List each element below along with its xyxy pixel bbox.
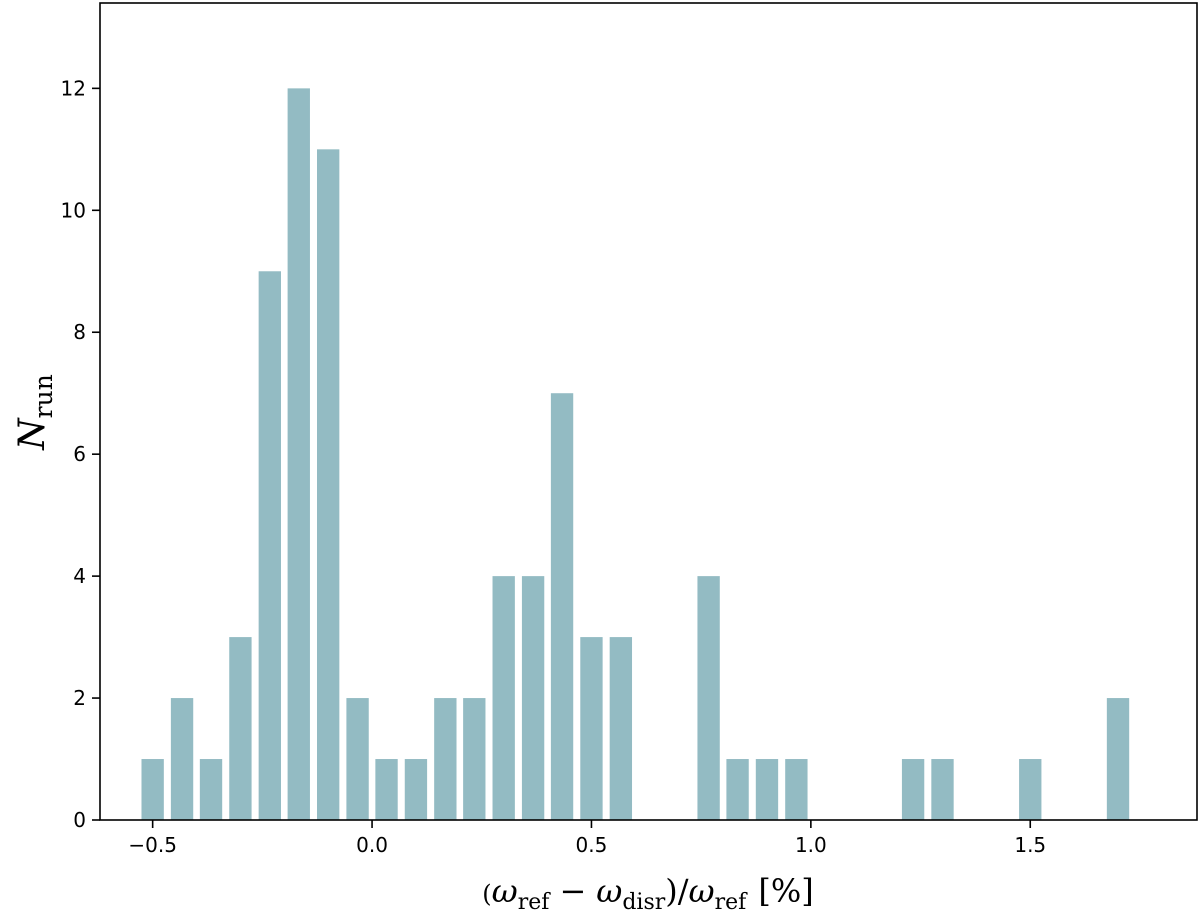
bar <box>375 759 398 820</box>
x-label-minus: − <box>559 872 586 910</box>
bar <box>697 576 720 820</box>
bar <box>609 637 633 820</box>
x-tick-label: 0.5 <box>576 833 608 857</box>
bar <box>141 759 164 820</box>
bar <box>229 637 252 820</box>
bar <box>434 698 457 820</box>
y-axis-label-sub: run <box>29 374 58 418</box>
bar <box>287 88 310 820</box>
x-label-omega-1: ω <box>492 872 518 910</box>
bars-group <box>141 88 1130 820</box>
x-tick-label: −0.5 <box>128 833 177 857</box>
bar <box>1106 698 1130 820</box>
bar <box>404 759 428 820</box>
x-axis-label: (ωref − ωdisr)/ωref [%] <box>482 872 813 915</box>
x-tick-label: 0.0 <box>356 833 388 857</box>
bar <box>199 759 223 820</box>
bar <box>346 698 369 820</box>
y-tick-label: 4 <box>73 564 86 588</box>
y-tick-label: 0 <box>73 808 86 832</box>
y-axis-label: Nrun <box>12 374 58 451</box>
x-label-ref-2: ref <box>715 890 749 915</box>
bar <box>901 759 925 820</box>
x-tick-label: 1.0 <box>795 833 827 857</box>
bar <box>550 393 574 820</box>
y-tick-label: 8 <box>73 320 86 344</box>
bar <box>755 759 779 820</box>
x-label-ref-1: ref <box>518 890 552 915</box>
x-label-paren-open: ( <box>482 880 491 908</box>
x-label-disr: disr <box>622 890 665 915</box>
x-label-close-slash: )/ <box>665 872 688 910</box>
y-tick-label: 10 <box>61 198 86 222</box>
plot-frame <box>99 2 1198 821</box>
bar <box>785 759 808 820</box>
y-tick-label: 6 <box>73 442 86 466</box>
bar <box>463 698 486 820</box>
bar <box>258 271 281 820</box>
bar <box>521 576 545 820</box>
y-tick-label: 12 <box>61 76 86 100</box>
x-label-percent: [%] <box>758 872 813 910</box>
x-axis-ticks: −0.5 0.0 0.5 1.0 1.5 <box>128 820 1046 857</box>
x-label-omega-3: ω <box>689 872 715 910</box>
bar <box>1019 759 1042 820</box>
y-axis-ticks: 0 2 4 6 8 10 12 <box>61 76 100 832</box>
bar <box>492 576 515 820</box>
x-label-omega-2: ω <box>596 872 622 910</box>
y-axis-label-main: N <box>12 417 53 451</box>
y-tick-label: 2 <box>73 686 86 710</box>
bar <box>317 149 340 820</box>
bar <box>726 759 749 820</box>
bar <box>170 698 194 820</box>
bar <box>931 759 954 820</box>
bar <box>580 637 603 820</box>
x-tick-label: 1.5 <box>1014 833 1046 857</box>
